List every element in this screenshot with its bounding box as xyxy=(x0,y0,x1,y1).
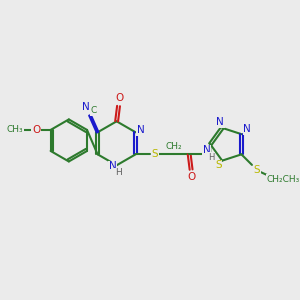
Text: N: N xyxy=(82,103,90,112)
Text: CH₃: CH₃ xyxy=(7,125,24,134)
Text: O: O xyxy=(187,172,195,182)
Text: N: N xyxy=(243,124,251,134)
Text: N: N xyxy=(216,117,224,127)
Text: N: N xyxy=(109,161,117,171)
Text: S: S xyxy=(254,165,260,175)
Text: S: S xyxy=(215,160,222,170)
Text: S: S xyxy=(152,149,158,159)
Text: O: O xyxy=(116,93,124,103)
Text: CH₂: CH₂ xyxy=(166,142,182,151)
Text: N: N xyxy=(202,146,210,155)
Text: C: C xyxy=(91,106,97,115)
Text: CH₂CH₃: CH₂CH₃ xyxy=(267,175,300,184)
Text: N: N xyxy=(136,125,144,135)
Text: O: O xyxy=(32,125,41,135)
Text: H: H xyxy=(208,153,214,162)
Text: H: H xyxy=(115,168,122,177)
